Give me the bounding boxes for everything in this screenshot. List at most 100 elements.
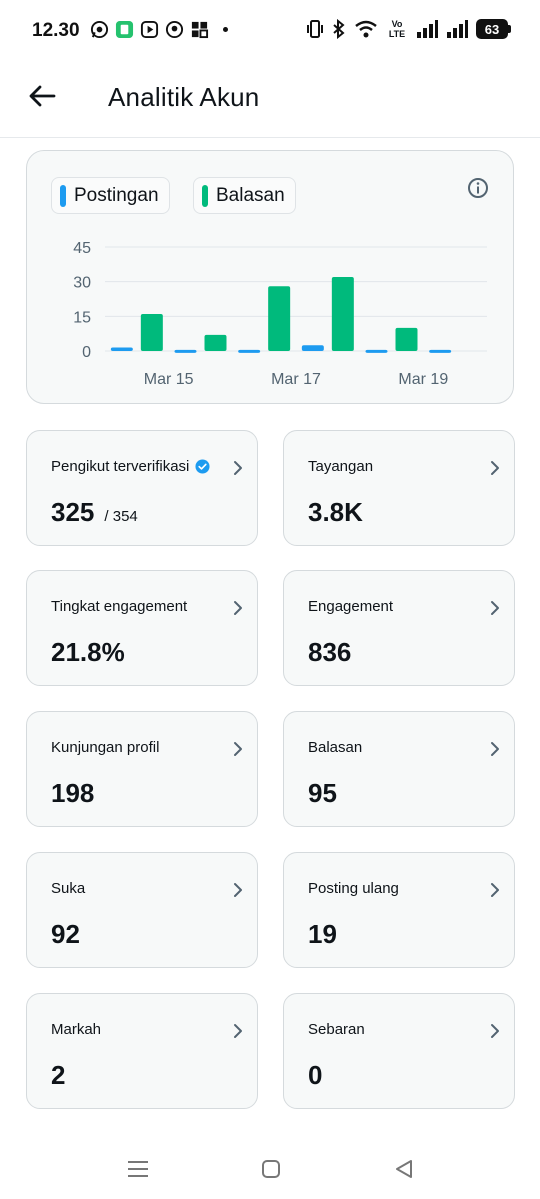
stat-label: Suka: [51, 880, 85, 897]
legend-swatch-balasan: [202, 184, 208, 207]
stat-label-text: Pengikut terverifikasi: [51, 458, 190, 475]
stat-value: 0: [308, 1060, 322, 1091]
battery-indicator: 63: [476, 19, 511, 39]
stat-label-text: Suka: [51, 880, 86, 897]
stat-label-text: Tingkat engagement: [51, 598, 188, 615]
signal-2-icon: [447, 20, 468, 38]
chevron-right-icon: [234, 461, 242, 475]
bar-balasan-2[interactable]: [268, 286, 291, 351]
stat-value: 92: [51, 919, 80, 950]
legend-label-balasan: Balasan: [216, 184, 285, 206]
chevron-right-icon: [491, 742, 499, 756]
stat-value-text: 198: [51, 778, 95, 808]
play-icon: [140, 20, 159, 39]
stat-value-text: 2: [51, 1060, 66, 1090]
stat-label: Tayangan: [308, 458, 373, 475]
stat-value-text: 19: [308, 919, 337, 949]
stat-card-sebaran[interactable]: Sebaran 0: [283, 993, 515, 1109]
bar-postingan-1[interactable]: [174, 349, 197, 353]
app-header: Analitik Akun: [0, 62, 540, 138]
location-app-icon: [165, 20, 184, 39]
stat-value: 3.8K: [308, 497, 363, 528]
stat-card-pengikut-terverifikasi[interactable]: Pengikut terverifikasi 325 / 354: [26, 430, 258, 546]
home-button[interactable]: [256, 1154, 286, 1184]
stat-label: Balasan: [308, 739, 362, 756]
stat-value-text: 836: [308, 637, 352, 667]
legend-balasan[interactable]: Balasan: [193, 177, 296, 214]
stat-label-text: Tayangan: [308, 458, 374, 475]
calculator-app-icon: [115, 20, 134, 39]
y-tick-label: 45: [73, 240, 91, 257]
system-indicators: Vo LTE 63: [306, 19, 511, 39]
stat-card-markah[interactable]: Markah 2: [26, 993, 258, 1109]
bar-postingan-0[interactable]: [110, 347, 133, 351]
legend-swatch-postingan: [60, 184, 66, 207]
stat-label: Tingkat engagement: [51, 598, 187, 615]
chevron-right-icon: [234, 1024, 242, 1038]
stat-card-balasan[interactable]: Balasan 95: [283, 711, 515, 827]
bar-balasan-3[interactable]: [331, 277, 354, 351]
triangle-back-icon: [396, 1160, 412, 1178]
stat-label-text: Engagement: [308, 598, 394, 615]
stat-card-suka[interactable]: Suka 92: [26, 852, 258, 968]
stat-value-text: 92: [51, 919, 80, 949]
stat-label-text: Kunjungan profil: [51, 739, 160, 756]
stat-sub-value: / 354: [104, 508, 138, 525]
stat-card-engagement[interactable]: Engagement 836: [283, 570, 515, 686]
stat-card-posting-ulang[interactable]: Posting ulang 19: [283, 852, 515, 968]
bar-postingan-5[interactable]: [429, 349, 452, 353]
stat-label-text: Sebaran: [308, 1021, 365, 1038]
activity-chart-card: 45 30 15 0 Mar 15 Mar 17 Mar 19 Postingan Bala…: [26, 150, 514, 404]
x-tick-label: Mar 17: [271, 371, 321, 388]
vibrate-icon: [307, 20, 323, 38]
info-icon[interactable]: [467, 177, 489, 199]
bar-balasan-1[interactable]: [204, 334, 227, 351]
stat-card-tingkat-engagement[interactable]: Tingkat engagement 21.8%: [26, 570, 258, 686]
y-tick-label: 30: [73, 275, 91, 292]
bar-balasan-0[interactable]: [140, 314, 163, 351]
signal-1-icon: [417, 20, 438, 38]
back-button[interactable]: [26, 80, 58, 112]
stat-value: 19: [308, 919, 337, 950]
stat-value-text: 21.8%: [51, 637, 125, 667]
stat-value-text: 3.8K: [308, 497, 363, 527]
recent-apps-button[interactable]: [123, 1154, 153, 1184]
stat-value: 198: [51, 778, 94, 809]
bar-postingan-2[interactable]: [238, 349, 261, 353]
stat-value-text: 325: [51, 497, 95, 527]
square-home-icon: [262, 1160, 280, 1178]
page-title: Analitik Akun: [108, 82, 260, 112]
stat-label: Kunjungan profil: [51, 739, 159, 756]
back-nav-button[interactable]: [389, 1154, 419, 1184]
stat-label: Markah: [51, 1021, 101, 1038]
status-bar: 12.30 Vo LTE 63: [0, 0, 540, 62]
chevron-right-icon: [234, 883, 242, 897]
notification-icons: [90, 20, 228, 39]
stat-label: Posting ulang: [308, 880, 399, 897]
bar-balasan-4[interactable]: [395, 327, 418, 351]
wifi-icon: [355, 20, 377, 38]
system-nav-bar: [0, 1140, 540, 1199]
chevron-right-icon: [234, 601, 242, 615]
x-tick-label: Mar 19: [398, 371, 448, 388]
stat-card-kunjungan-profil[interactable]: Kunjungan profil 198: [26, 711, 258, 827]
x-tick-label: Mar 15: [144, 371, 194, 388]
stat-card-tayangan[interactable]: Tayangan 3.8K: [283, 430, 515, 546]
grid-app-icon: [191, 21, 209, 39]
chevron-right-icon: [491, 883, 499, 897]
bluetooth-icon: [333, 19, 345, 39]
stat-value: 836: [308, 637, 351, 668]
bar-postingan-3[interactable]: [301, 345, 324, 351]
verified-badge-icon: [195, 459, 210, 474]
legend-label-postingan: Postingan: [74, 184, 159, 206]
bar-chart: 45 30 15 0 Mar 15 Mar 17 Mar 19: [73, 240, 487, 388]
volte-label: Vo LTE: [388, 19, 406, 39]
stat-label-text: Markah: [51, 1021, 102, 1038]
y-tick-label: 0: [82, 344, 91, 361]
stat-value-text: 95: [308, 778, 337, 808]
stat-label-text: Balasan: [308, 739, 363, 756]
bar-postingan-4[interactable]: [365, 349, 388, 353]
chevron-right-icon: [234, 742, 242, 756]
legend-postingan[interactable]: Postingan: [51, 177, 170, 214]
chevron-right-icon: [491, 461, 499, 475]
